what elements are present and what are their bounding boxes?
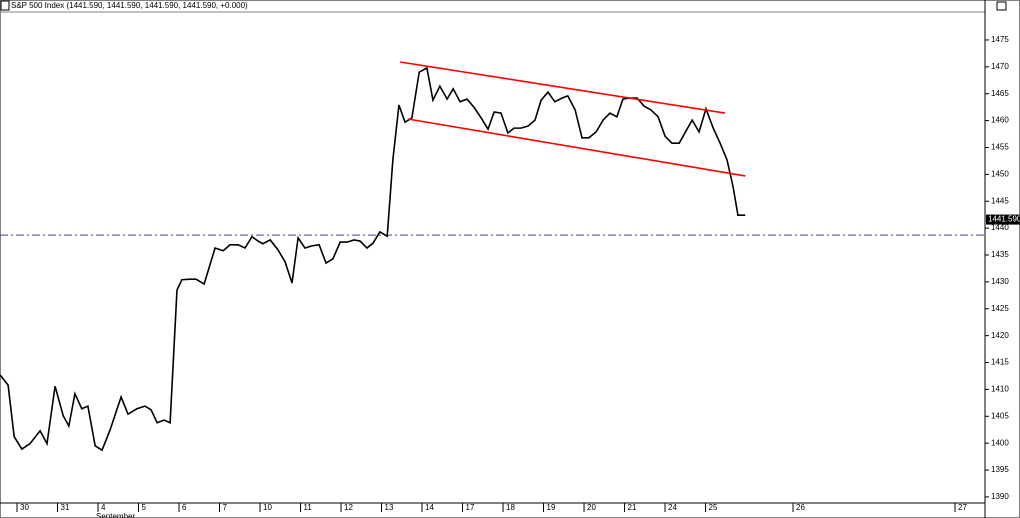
x-tick-label: 7 [223, 503, 228, 512]
x-tick-label: 30 [20, 503, 29, 512]
x-tick-label: 11 [304, 503, 313, 512]
y-tick-label: 1475 [991, 35, 1009, 44]
x-tick-label: 12 [344, 503, 353, 512]
y-tick-label: 1445 [991, 196, 1009, 205]
y-tick-label: 1465 [991, 89, 1009, 98]
y-tick-label: 1390 [991, 492, 1009, 501]
title-icon [0, 0, 10, 11]
month-label: September [96, 512, 135, 518]
x-tick-label: 24 [668, 503, 677, 512]
y-tick-label: 1395 [991, 465, 1009, 474]
last-value-label: 1441.590 [988, 215, 1020, 224]
y-tick-label: 1420 [991, 331, 1009, 340]
y-tick-label: 1435 [991, 250, 1009, 259]
y-tick-label: 1470 [991, 62, 1009, 71]
x-tick-label: 20 [587, 503, 596, 512]
x-tick-label: 27 [958, 503, 967, 512]
y-tick-label: 1460 [991, 116, 1009, 125]
x-tick-label: 19 [547, 503, 556, 512]
x-tick-label: 26 [796, 503, 805, 512]
y-tick-label: 1440 [991, 223, 1009, 232]
y-tick-label: 1430 [991, 277, 1009, 286]
x-tick-label: 10 [263, 503, 272, 512]
y-tick-label: 1455 [991, 143, 1009, 152]
y-tick-label: 1450 [991, 169, 1009, 178]
x-tick-label: 13 [385, 503, 394, 512]
x-tick-label: 18 [506, 503, 515, 512]
x-tick-label: 31 [61, 503, 70, 512]
trend-line [400, 61, 726, 114]
x-tick-label: 17 [466, 503, 475, 512]
y-tick-label: 1415 [991, 358, 1009, 367]
x-tick-label: 4 [101, 503, 106, 512]
trend-line [407, 118, 746, 177]
x-tick-label: 25 [709, 503, 718, 512]
x-tick-label: 5 [142, 503, 147, 512]
x-tick-label: 14 [425, 503, 434, 512]
y-tick-label: 1410 [991, 385, 1009, 394]
chart-title: S&P 500 Index (1441.590, 1441.590, 1441.… [11, 1, 248, 10]
x-tick-label: 6 [182, 503, 187, 512]
y-tick-label: 1405 [991, 411, 1009, 420]
last-value-box [986, 214, 1020, 225]
y-tick-label: 1425 [991, 304, 1009, 313]
price-line [0, 66, 746, 452]
x-tick-label: 21 [628, 503, 637, 512]
window-button[interactable] [996, 1, 1007, 11]
y-tick-label: 1400 [991, 438, 1009, 447]
